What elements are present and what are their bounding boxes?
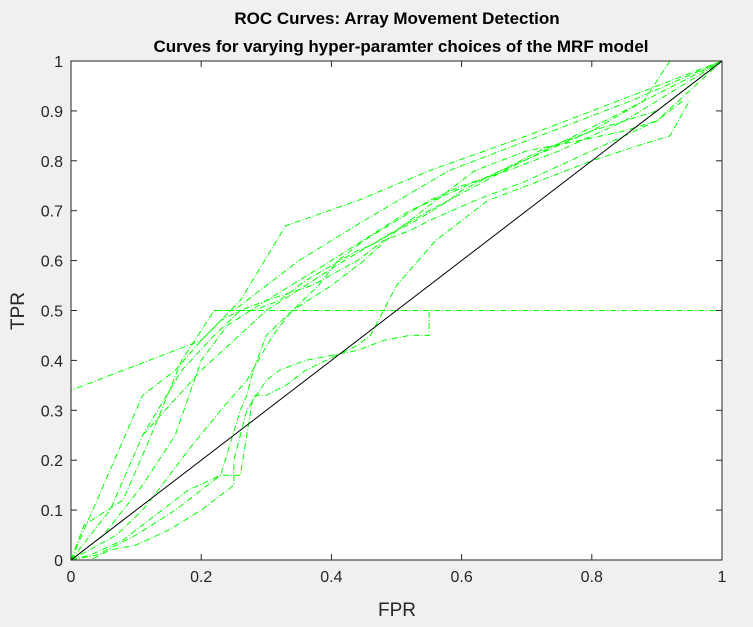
x-tick-label: 1 (718, 569, 727, 586)
y-tick-label: 0.5 (41, 304, 63, 321)
y-tick-label: 0.8 (41, 154, 63, 171)
ticks-layer: 0 0.2 0.4 0.6 0.8 1 0 0.1 0.2 0.3 0.4 0.5 0.6 0.7 0.8 0… (41, 54, 727, 586)
roc-curve-6 (70, 60, 723, 561)
y-tick-label: 0.9 (41, 104, 63, 121)
reference-diagonal-line (70, 60, 723, 561)
y-tick-label: 0.4 (41, 353, 63, 370)
series-layer (70, 60, 723, 561)
roc-curve-2 (70, 60, 723, 561)
roc-curve-10 (71, 310, 430, 561)
x-axis-label: FPR (378, 600, 416, 621)
roc-curve-5 (70, 60, 723, 561)
chart-title: ROC Curves: Array Movement Detection (234, 9, 559, 28)
y-tick-label: 0 (54, 553, 63, 570)
x-tick-label: 0 (67, 569, 76, 586)
x-tick-label: 0.4 (320, 569, 342, 586)
y-axis-label: TPR (8, 292, 29, 330)
roc-curve-1 (70, 60, 723, 560)
roc-curve-11 (70, 100, 684, 561)
x-tick-label: 0.2 (190, 569, 212, 586)
y-tick-label: 0.1 (41, 503, 63, 520)
roc-curve-8 (70, 60, 723, 561)
y-tick-label: 0.2 (41, 453, 63, 470)
x-tick-label: 0.6 (450, 569, 472, 586)
roc-curve-7 (70, 100, 690, 561)
y-tick-label: 1 (54, 54, 63, 71)
y-tick-label: 0.3 (41, 403, 63, 420)
y-tick-label: 0.6 (41, 254, 63, 271)
roc-curve-4 (142, 60, 723, 436)
x-tick-label: 0.8 (581, 569, 603, 586)
chart-subtitle: Curves for varying hyper-paramter choice… (153, 37, 648, 56)
y-tick-label: 0.7 (41, 204, 63, 221)
